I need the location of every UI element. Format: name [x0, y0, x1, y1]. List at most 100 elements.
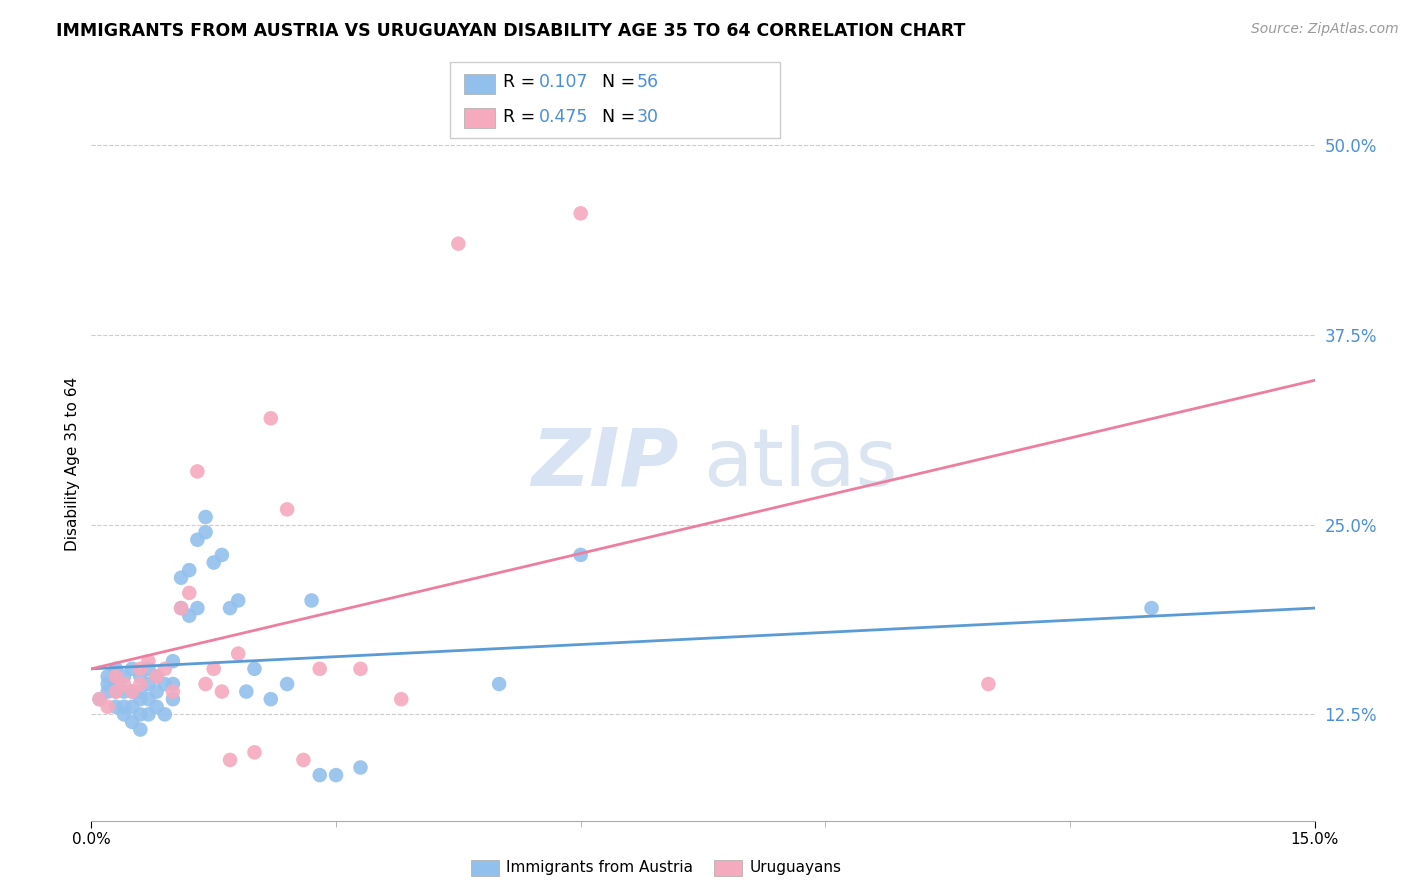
Point: [97, 677, 120, 691]
Text: Source: ZipAtlas.com: Source: ZipAtlas.com: [1251, 22, 1399, 37]
Point: [97, 684, 120, 698]
Point: [179, 586, 201, 600]
Point: [129, 707, 152, 722]
Point: [211, 548, 233, 562]
Point: [112, 699, 135, 714]
Point: [112, 707, 135, 722]
Point: [104, 699, 127, 714]
Text: R =: R =: [503, 108, 541, 126]
Point: [104, 684, 127, 698]
Point: [202, 662, 225, 676]
Point: [129, 677, 152, 691]
Point: [349, 760, 371, 774]
Point: [219, 753, 242, 767]
Text: 30: 30: [637, 108, 659, 126]
Point: [153, 677, 176, 691]
Point: [129, 684, 152, 698]
Text: R =: R =: [503, 73, 541, 91]
Point: [194, 525, 217, 540]
Point: [138, 692, 160, 706]
Point: [104, 662, 127, 676]
Point: [145, 684, 167, 698]
Text: 0.475: 0.475: [538, 108, 588, 126]
Point: [121, 684, 143, 698]
Point: [138, 654, 160, 668]
Text: 0.107: 0.107: [538, 73, 588, 91]
Text: atlas: atlas: [703, 425, 897, 503]
Point: [138, 662, 160, 676]
Point: [349, 662, 371, 676]
Point: [153, 662, 176, 676]
Point: [129, 723, 152, 737]
Point: [308, 768, 330, 782]
Point: [121, 714, 143, 729]
Y-axis label: Disability Age 35 to 64: Disability Age 35 to 64: [65, 376, 80, 551]
Point: [97, 669, 120, 683]
Point: [276, 677, 298, 691]
Point: [153, 707, 176, 722]
Point: [89, 692, 111, 706]
Point: [97, 699, 120, 714]
Point: [186, 465, 208, 479]
Point: [447, 236, 470, 251]
Point: [569, 548, 592, 562]
Point: [226, 593, 249, 607]
Text: Uruguayans: Uruguayans: [749, 861, 841, 875]
Point: [89, 692, 111, 706]
Point: [179, 608, 201, 623]
Text: ZIP: ZIP: [531, 425, 679, 503]
Point: [121, 684, 143, 698]
Text: N =: N =: [602, 108, 641, 126]
Point: [292, 753, 315, 767]
Point: [162, 684, 184, 698]
Point: [129, 669, 152, 683]
Point: [569, 206, 592, 220]
Point: [170, 601, 193, 615]
Point: [138, 707, 160, 722]
Point: [162, 677, 184, 691]
Point: [219, 601, 242, 615]
Text: IMMIGRANTS FROM AUSTRIA VS URUGUAYAN DISABILITY AGE 35 TO 64 CORRELATION CHART: IMMIGRANTS FROM AUSTRIA VS URUGUAYAN DIS…: [56, 22, 966, 40]
Point: [194, 510, 217, 524]
Point: [977, 677, 1000, 691]
Point: [129, 692, 152, 706]
Point: [194, 677, 217, 691]
Point: [276, 502, 298, 516]
Point: [145, 669, 167, 683]
Point: [112, 684, 135, 698]
Point: [104, 677, 127, 691]
Point: [301, 593, 323, 607]
Point: [112, 669, 135, 683]
Point: [145, 699, 167, 714]
Point: [186, 533, 208, 547]
Point: [211, 684, 233, 698]
Text: 56: 56: [637, 73, 659, 91]
Text: Immigrants from Austria: Immigrants from Austria: [506, 861, 693, 875]
Point: [243, 745, 266, 759]
Point: [179, 563, 201, 577]
Text: N =: N =: [602, 73, 641, 91]
Point: [170, 601, 193, 615]
Point: [186, 601, 208, 615]
Point: [260, 411, 283, 425]
Point: [243, 662, 266, 676]
Point: [325, 768, 347, 782]
Point: [104, 669, 127, 683]
Point: [104, 684, 127, 698]
Point: [121, 699, 143, 714]
Point: [202, 556, 225, 570]
Point: [389, 692, 412, 706]
Point: [129, 662, 152, 676]
Point: [1140, 601, 1163, 615]
Point: [226, 647, 249, 661]
Point: [138, 677, 160, 691]
Point: [170, 571, 193, 585]
Point: [235, 684, 257, 698]
Point: [488, 677, 510, 691]
Point: [162, 654, 184, 668]
Point: [308, 662, 330, 676]
Point: [162, 692, 184, 706]
Point: [121, 662, 143, 676]
Point: [145, 669, 167, 683]
Point: [260, 692, 283, 706]
